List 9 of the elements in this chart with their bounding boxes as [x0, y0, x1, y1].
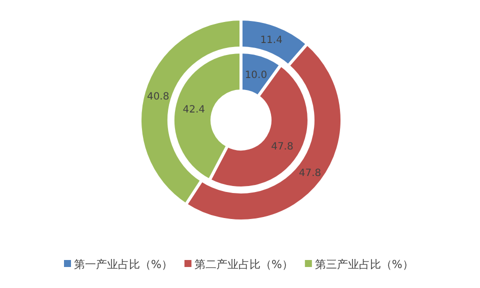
data-label: 10.0	[244, 70, 268, 81]
data-label: 47.8	[298, 168, 322, 180]
data-label: 42.4	[182, 104, 206, 116]
data-label: 11.4	[260, 34, 282, 46]
data-label: 40.8	[146, 91, 170, 102]
legend-label: 第二产业占比（%）	[194, 258, 293, 271]
data-label: 47.8	[271, 142, 294, 153]
legend-label: 第一产业占比（%）	[74, 258, 172, 271]
legend-label: 第三产业占比（%）	[314, 258, 414, 271]
